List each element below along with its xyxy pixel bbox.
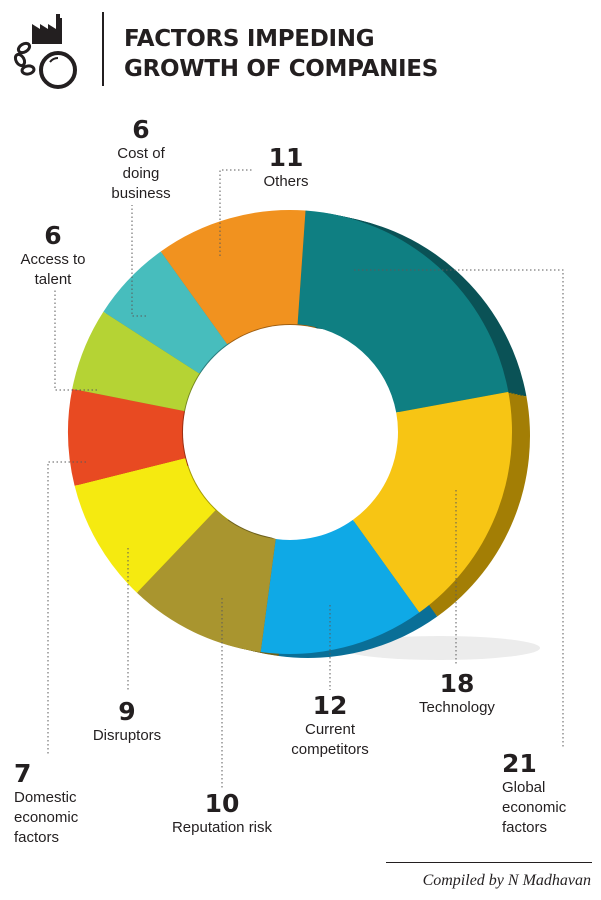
label-talent: 6 Access to talent bbox=[8, 222, 98, 290]
title-line-1: FACTORS IMPEDING bbox=[124, 26, 375, 52]
leader-others bbox=[219, 169, 252, 256]
slice-current-competitors bbox=[260, 519, 420, 655]
label-reputation: 10 Reputation risk bbox=[152, 790, 292, 838]
label-competitors: 12 Current competitors bbox=[270, 692, 390, 760]
name-others: Others bbox=[263, 173, 309, 190]
value-talent: 6 bbox=[44, 221, 62, 250]
name-cost: Cost of doing business bbox=[111, 145, 171, 202]
name-talent: Access to talent bbox=[20, 251, 86, 288]
footer-rule bbox=[386, 862, 592, 863]
name-competitors: Current competitors bbox=[291, 721, 369, 758]
slice-technology bbox=[352, 391, 512, 613]
leader-talent bbox=[54, 290, 97, 391]
leader-domestic bbox=[47, 461, 86, 755]
name-domestic: Domestic economic factors bbox=[14, 789, 79, 846]
leader-cost bbox=[131, 205, 146, 317]
value-competitors: 12 bbox=[312, 691, 348, 720]
name-reputation: Reputation risk bbox=[171, 819, 273, 836]
label-technology: 18 Technology bbox=[402, 670, 512, 718]
value-disruptors: 9 bbox=[118, 697, 136, 726]
factory-ball-and-chain-icon bbox=[13, 14, 77, 89]
title-line-2: GROWTH OF COMPANIES bbox=[124, 56, 438, 82]
header-divider bbox=[102, 12, 104, 86]
value-reputation: 10 bbox=[204, 789, 240, 818]
slice-global-economic-factors bbox=[297, 210, 509, 413]
value-global: 21 bbox=[502, 749, 537, 778]
name-disruptors: Disruptors bbox=[92, 727, 162, 744]
value-others: 11 bbox=[268, 143, 304, 172]
leader-global bbox=[354, 269, 564, 748]
value-cost: 6 bbox=[132, 115, 150, 144]
donut-top-faces bbox=[67, 210, 512, 655]
label-others: 11 Others bbox=[250, 144, 322, 192]
credit-line: Compiled by N Madhavan bbox=[422, 872, 591, 889]
slice-reputation-risk bbox=[136, 510, 276, 653]
slice-others bbox=[160, 210, 306, 345]
slice-access-to-talent bbox=[72, 311, 200, 412]
value-domestic: 7 bbox=[14, 759, 32, 788]
label-global: 21 Global economic factors bbox=[502, 750, 566, 838]
label-cost: 6 Cost of doing business bbox=[96, 116, 186, 204]
value-technology: 18 bbox=[439, 669, 475, 698]
label-disruptors: 9 Disruptors bbox=[72, 698, 182, 746]
name-technology: Technology bbox=[419, 699, 495, 716]
page-title: FACTORS IMPEDING GROWTH OF COMPANIES bbox=[124, 24, 438, 84]
donut-hole bbox=[183, 325, 397, 539]
label-domestic: 7 Domestic economic factors bbox=[14, 760, 78, 848]
leader-lines bbox=[47, 169, 564, 790]
slice-domestic-economic-factors bbox=[67, 388, 186, 486]
slice-disruptors bbox=[74, 458, 216, 593]
slice-cost-of-doing-business bbox=[103, 251, 228, 374]
name-global: Global economic factors bbox=[502, 779, 567, 836]
